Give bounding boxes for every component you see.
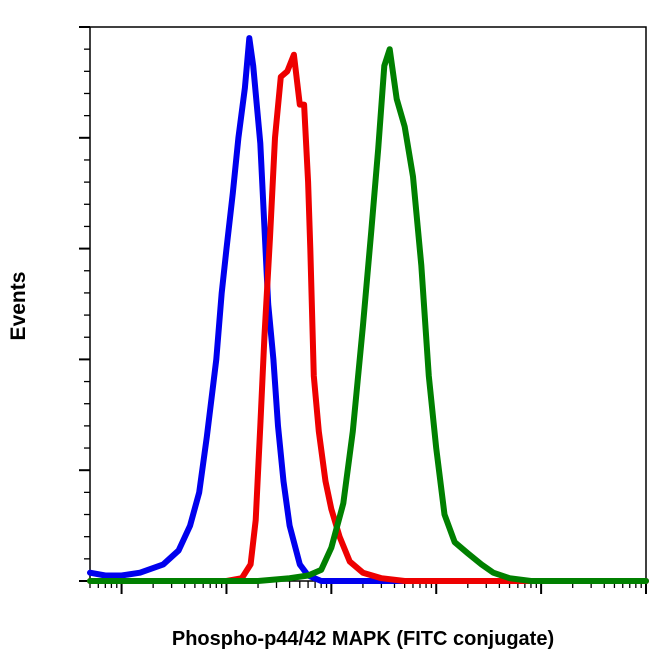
plot-frame bbox=[89, 26, 647, 582]
x-axis-title: Phospho-p44/42 MAPK (FITC conjugate) bbox=[172, 628, 554, 650]
series-line-1 bbox=[87, 35, 649, 584]
series-line-2 bbox=[87, 51, 649, 584]
y-axis-title: Events bbox=[7, 272, 30, 341]
y-axis-ticks bbox=[79, 26, 90, 582]
series-line-3 bbox=[87, 46, 649, 584]
series-lines bbox=[87, 35, 649, 584]
